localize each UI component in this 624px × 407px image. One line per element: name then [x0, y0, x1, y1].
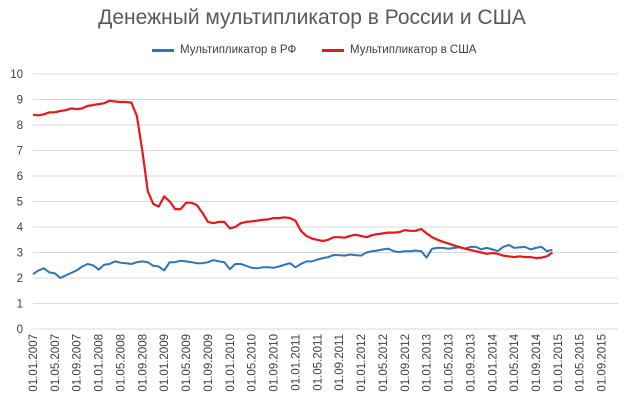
x-axis-tick-labels: 01.01.2007 01.05.2007 01.09.2007 01.01.2008… — [28, 333, 609, 391]
x-tick-label: 01.05.2009 — [181, 334, 193, 392]
legend-swatch-rf — [152, 48, 174, 52]
legend-label-rf: Мультипликатор в РФ — [180, 44, 297, 56]
x-tick-label: 01.05.2007 — [50, 334, 62, 392]
legend-swatch-usa — [322, 48, 344, 52]
x-tick-label: 01.09.2015 — [597, 334, 609, 392]
x-tick-label: 01.01.2013 — [422, 334, 434, 392]
y-tick-label: 9 — [17, 95, 23, 107]
x-tick-label: 01.05.2014 — [509, 333, 521, 391]
x-tick-label: 01.05.2010 — [247, 334, 259, 392]
x-tick-label: 01.01.2008 — [94, 334, 106, 392]
series-lines — [32, 99, 554, 279]
legend-item-usa: Мультипликатор в США — [322, 44, 476, 56]
x-tick-label: 01.01.2011 — [290, 334, 302, 391]
y-tick-label: 4 — [17, 222, 24, 234]
y-tick-label: 5 — [17, 197, 23, 209]
chart-title: Денежный мультипликатор в России и США — [98, 6, 526, 29]
y-tick-label: 6 — [17, 171, 23, 183]
x-tick-label: 01.09.2012 — [400, 334, 412, 392]
x-tick-label: 01.09.2013 — [465, 334, 477, 392]
x-tick-label: 01.05.2008 — [116, 334, 128, 392]
x-tick-label: 01.05.2011 — [312, 334, 324, 391]
x-tick-label: 01.01.2012 — [356, 334, 368, 392]
y-tick-label: 7 — [17, 146, 23, 158]
x-tick-label: 01.09.2011 — [334, 334, 346, 391]
y-axis-tick-labels: 0 1 2 3 4 5 6 7 8 9 10 — [10, 69, 23, 336]
x-tick-label: 01.05.2015 — [575, 334, 587, 392]
grid-lines — [33, 73, 618, 330]
x-tick-label: 01.01.2014 — [487, 333, 499, 391]
x-tick-label: 01.09.2014 — [531, 333, 543, 391]
series-line-usa — [32, 99, 554, 260]
y-tick-label: 0 — [17, 324, 23, 336]
x-tick-label: 01.09.2010 — [269, 334, 281, 392]
x-tick-label: 01.01.2010 — [225, 334, 237, 392]
x-tick-label: 01.05.2012 — [378, 334, 390, 392]
x-tick-label: 01.01.2009 — [159, 334, 171, 392]
y-tick-label: 3 — [17, 248, 23, 260]
x-tick-label: 01.09.2009 — [203, 334, 215, 392]
legend-item-rf: Мультипликатор в РФ — [152, 44, 296, 56]
y-tick-label: 10 — [10, 69, 23, 81]
y-tick-label: 1 — [17, 299, 23, 311]
legend-label-usa: Мультипликатор в США — [350, 44, 477, 56]
legend: Мультипликатор в РФ Мультипликатор в США — [0, 44, 624, 60]
x-tick-label: 01.01.2007 — [28, 334, 40, 392]
y-tick-label: 8 — [17, 120, 23, 132]
x-tick-label: 01.09.2008 — [137, 334, 149, 392]
x-tick-label: 01.09.2007 — [72, 334, 84, 392]
y-tick-label: 2 — [17, 273, 23, 285]
x-tick-label: 01.01.2015 — [553, 334, 565, 392]
x-tick-label: 01.05.2013 — [444, 334, 456, 392]
